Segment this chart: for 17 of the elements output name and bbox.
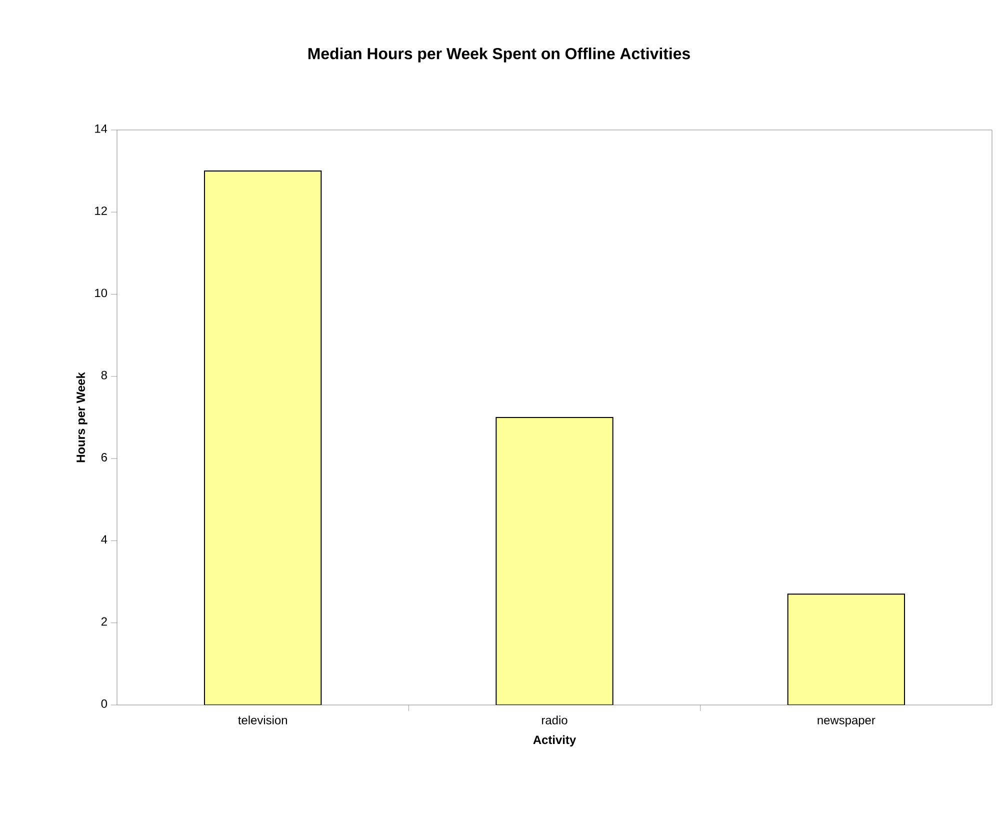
y-tick-label: 12: [95, 206, 107, 215]
y-tick-label: 2: [101, 617, 107, 626]
bar: [496, 416, 614, 705]
y-axis-title: Hours per Week: [76, 372, 88, 462]
y-tick-label: 10: [95, 288, 108, 298]
y-tick-label: 6: [101, 453, 107, 462]
x-tick-label: newspaper: [818, 718, 876, 727]
bar: [204, 170, 322, 705]
bar: [787, 594, 906, 705]
y-tick-label: 8: [101, 370, 107, 380]
x-axis-title: Activity: [533, 735, 576, 746]
x-tick-label: television: [238, 716, 287, 724]
y-tick-label: 4: [101, 535, 108, 544]
y-tick-label: 14: [95, 124, 108, 133]
x-tick-label: radio: [542, 716, 568, 724]
y-tick-label: 0: [101, 699, 108, 708]
chart-title: Median Hours per Week Spent on Offline Activities: [308, 48, 690, 62]
